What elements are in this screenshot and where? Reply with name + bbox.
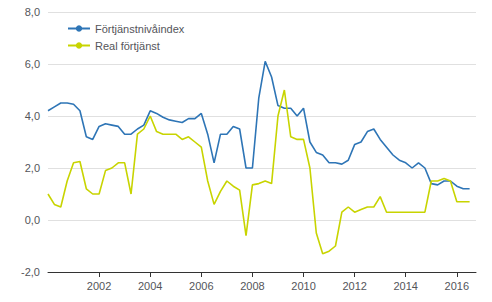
svg-text:2014: 2014	[393, 280, 417, 292]
svg-text:2006: 2006	[189, 280, 213, 292]
svg-text:2,0: 2,0	[25, 162, 40, 174]
svg-text:0,0: 0,0	[25, 214, 40, 226]
svg-text:2004: 2004	[138, 280, 162, 292]
svg-text:Förtjänstnivåindex: Förtjänstnivåindex	[95, 23, 185, 35]
svg-text:2016: 2016	[445, 280, 469, 292]
svg-text:8,0: 8,0	[25, 6, 40, 18]
svg-text:2008: 2008	[240, 280, 264, 292]
svg-text:6,0: 6,0	[25, 58, 40, 70]
svg-text:2010: 2010	[291, 280, 315, 292]
svg-text:-2,0: -2,0	[21, 266, 40, 278]
svg-text:2002: 2002	[87, 280, 111, 292]
svg-text:Real förtjänst: Real förtjänst	[95, 40, 160, 52]
svg-text:2012: 2012	[342, 280, 366, 292]
svg-text:4,0: 4,0	[25, 110, 40, 122]
